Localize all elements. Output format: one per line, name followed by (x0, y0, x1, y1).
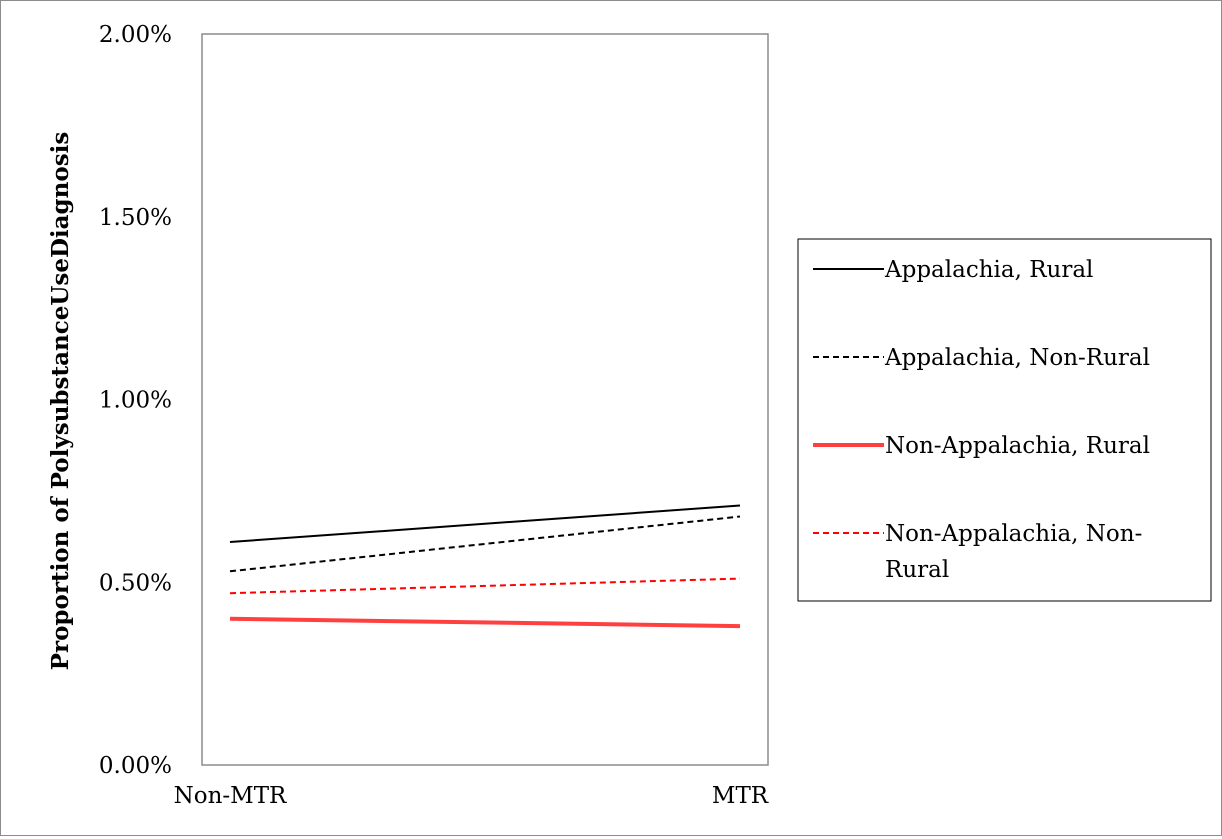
y-tick-label: 2.00% (99, 22, 172, 48)
legend-label: Non-Appalachia, Rural (885, 433, 1150, 459)
plot-border (201, 33, 769, 766)
legend-label: Non-Appalachia, Non-Rural (885, 521, 1142, 583)
x-tick-label: Non-MTR (174, 783, 287, 809)
axes: 0.00% 0.50% 1.00% 1.50% 2.00% Non-MTR MTR (99, 22, 769, 809)
legend-label: Appalachia, Non-Rural (884, 345, 1150, 371)
legend: Appalachia, Rural Appalachia, Non-Rural No… (797, 238, 1212, 602)
y-axis-title: Proportion of PolysubstanceUseDiagnosis (47, 132, 74, 671)
series-line (229, 504, 741, 543)
legend-label: Appalachia, Rural (884, 257, 1093, 283)
y-tick-label: 0.50% (99, 570, 172, 596)
y-tick-label: 1.00% (99, 388, 172, 414)
plot-area (201, 33, 769, 766)
y-tick-label: 1.50% (99, 205, 172, 231)
series-line (229, 577, 741, 595)
series-line (229, 515, 741, 573)
series-line (229, 616, 741, 629)
x-tick-label: MTR (712, 783, 769, 809)
series-lines (229, 504, 741, 629)
y-tick-label: 0.00% (99, 753, 172, 779)
legend-box (797, 238, 1212, 602)
